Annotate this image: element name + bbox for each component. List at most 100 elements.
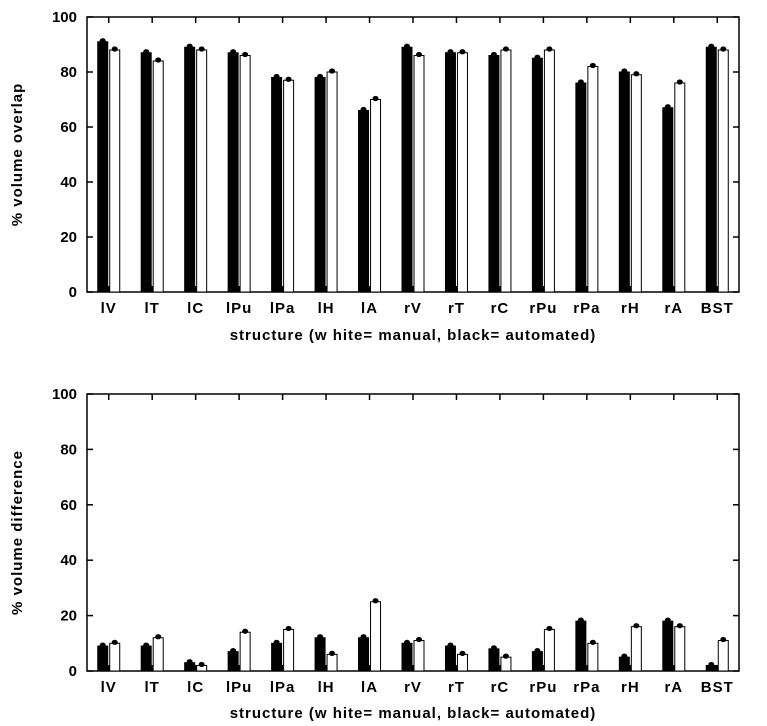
bottom-bar-manual — [239, 631, 251, 672]
top-error-marker — [186, 43, 193, 49]
top-category-label: rV — [404, 300, 422, 317]
bottom-bar-manual — [326, 653, 338, 672]
bottom-error-marker — [230, 648, 237, 654]
top-bar-automated — [314, 77, 326, 293]
top-error-marker — [360, 106, 367, 113]
bottom-bar-automated — [271, 642, 283, 672]
top-bar-manual — [456, 52, 468, 293]
top-error-marker — [720, 46, 727, 52]
top-bar-automated — [705, 46, 717, 293]
top-y-axis-label: % volume overlap — [9, 83, 26, 227]
top-category-label: lA — [361, 300, 378, 317]
top-category-label: rC — [491, 300, 510, 317]
bottom-category-label: rPa — [573, 679, 600, 696]
bottom-bar-automated — [531, 651, 543, 672]
top-category-label: lH — [318, 300, 335, 317]
top-error-marker — [459, 49, 466, 55]
bottom-bar-automated — [97, 645, 109, 672]
top-ytick-label: 20 — [60, 229, 77, 246]
bottom-bar-manual — [587, 642, 599, 672]
top-category-label: lT — [145, 300, 160, 317]
bottom-category-label: lPa — [270, 679, 296, 696]
bottom-category-label: lPu — [226, 679, 252, 696]
top-ytick-label: 40 — [60, 174, 77, 191]
top-category-label: rPa — [573, 300, 600, 317]
top-bar-manual — [674, 82, 686, 293]
top-error-marker — [621, 68, 628, 74]
bottom-error-marker — [546, 625, 553, 632]
top-ytick-label: 60 — [60, 119, 77, 136]
top-bar-automated — [488, 55, 500, 293]
bottom-error-marker — [416, 636, 422, 643]
bottom-category-label: lA — [361, 679, 378, 696]
top-bar-automated — [662, 107, 674, 293]
bottom-error-marker — [99, 642, 106, 648]
bottom-error-marker — [404, 639, 410, 645]
top-bar-manual — [283, 79, 295, 293]
top-bar-manual — [413, 55, 425, 293]
bottom-bar-automated — [401, 642, 413, 672]
bottom-category-label: rT — [448, 679, 465, 696]
bottom-error-marker — [317, 634, 324, 640]
bottom-error-marker — [502, 653, 509, 659]
top-ytick-label: 100 — [52, 9, 77, 26]
bottom-bar-automated — [618, 656, 630, 672]
bottom-bar-automated — [488, 648, 500, 672]
bottom-bar-manual — [413, 640, 425, 672]
top-category-label: rH — [621, 300, 640, 317]
bottom-error-marker — [459, 650, 466, 656]
bottom-bar-manual — [500, 656, 512, 672]
bottom-category-label: lC — [187, 679, 204, 696]
bottom-error-marker — [534, 648, 541, 654]
bottom-category-label: lT — [145, 679, 160, 696]
bottom-error-marker — [720, 636, 727, 643]
top-error-marker — [273, 73, 280, 80]
top-bar-automated — [271, 77, 283, 293]
top-error-marker — [633, 71, 640, 77]
top-category-label: lPa — [270, 300, 296, 317]
bottom-category-label: lH — [318, 679, 335, 696]
bottom-error-marker — [143, 642, 150, 648]
top-error-marker — [143, 49, 150, 55]
top-error-marker — [242, 51, 249, 58]
bottom-error-marker — [372, 598, 379, 604]
top-bar-automated — [140, 52, 152, 293]
top-bar-manual — [326, 71, 338, 293]
top-error-marker — [285, 76, 292, 82]
bottom-x-axis-label: structure (w hite= manual, black= automa… — [230, 705, 597, 721]
top-ytick-label: 0 — [69, 284, 77, 301]
bottom-bar-automated — [358, 637, 370, 672]
top-category-label: rT — [448, 300, 465, 317]
bottom-category-label: rPu — [529, 679, 557, 696]
top-category-label: lV — [101, 300, 117, 317]
bottom-bar-automated — [140, 645, 152, 672]
bottom-bar-manual — [370, 601, 382, 672]
top-category-label: rA — [664, 300, 683, 317]
top-bar-manual — [239, 55, 251, 293]
bottom-category-label: rH — [621, 679, 640, 696]
top-error-marker — [490, 51, 497, 58]
top-bar-manual — [587, 66, 599, 293]
bottom-ytick-label: 60 — [60, 497, 77, 514]
bottom-y-axis-label: % volume difference — [9, 450, 26, 615]
bottom-error-marker — [186, 659, 193, 665]
bottom-error-marker — [577, 617, 584, 623]
bottom-error-marker — [490, 645, 497, 651]
top-bar-manual — [370, 99, 382, 293]
top-bar-automated — [444, 52, 456, 293]
top-bar-manual — [630, 74, 642, 293]
top-error-marker — [155, 57, 162, 63]
bottom-ytick-label: 40 — [60, 552, 77, 569]
bottom-error-marker — [621, 653, 628, 659]
bottom-category-label: rC — [491, 679, 510, 696]
top-error-marker — [589, 62, 596, 69]
top-error-marker — [329, 68, 336, 74]
bottom-category-label: rA — [664, 679, 683, 696]
top-bar-manual — [196, 49, 208, 293]
bottom-error-marker — [329, 650, 336, 656]
bottom-ytick-label: 0 — [69, 663, 77, 680]
bottom-error-marker — [589, 639, 596, 645]
top-error-marker — [404, 43, 410, 49]
top-ytick-label: 80 — [60, 64, 77, 81]
